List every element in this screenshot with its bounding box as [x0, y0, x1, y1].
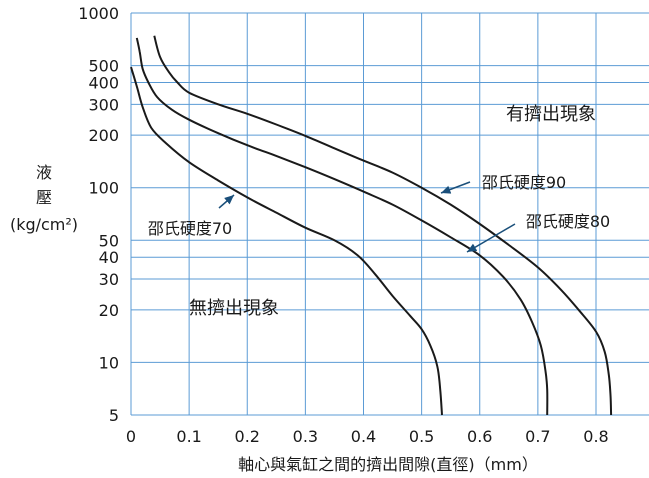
y-tick-label: 10	[99, 353, 119, 372]
x-tick-label: 0.2	[235, 427, 260, 446]
x-tick-label: 0.3	[293, 427, 318, 446]
x-tick-label: 0.4	[351, 427, 376, 446]
y-tick-label: 200	[88, 126, 119, 145]
annotation-arrow-shore70	[218, 194, 235, 209]
region-label-no-extrusion: 無擠出現象	[189, 298, 279, 319]
y-axis-label-line2: 壓	[36, 188, 52, 207]
gridlines	[130, 12, 649, 416]
series-curve-2	[153, 35, 613, 416]
x-tick-label: 0.5	[409, 427, 434, 446]
annotation-shore90: 邵氏硬度90	[482, 173, 566, 192]
y-tick-label: 1000	[78, 4, 119, 23]
y-tick-label: 5	[109, 406, 119, 425]
curves	[130, 35, 613, 416]
x-tick-label: 0.7	[525, 427, 550, 446]
y-tick-label: 40	[99, 248, 119, 267]
series-curve-0	[130, 66, 443, 416]
x-tick-label: 0.8	[583, 427, 608, 446]
y-tick-label: 400	[88, 74, 119, 93]
y-axis-label-line1: 液	[36, 163, 52, 182]
x-axis-ticks: 0 0.1 0.2 0.3 0.4 0.5 0.6 0.7 0.8	[126, 427, 609, 446]
annotation-arrow-shore90	[440, 181, 471, 194]
x-tick-label: 0.6	[467, 427, 492, 446]
y-tick-label: 20	[99, 301, 119, 320]
y-axis-unit: (kg/cm²)	[10, 215, 78, 234]
region-label-extrusion: 有擠出現象	[506, 104, 596, 125]
y-tick-label: 50	[99, 231, 119, 250]
y-tick-label: 300	[88, 95, 119, 114]
annotation-arrow-shore80	[466, 223, 516, 253]
y-tick-label: 30	[99, 270, 119, 289]
y-tick-label: 100	[88, 179, 119, 198]
annotation-shore70: 邵氏硬度70	[148, 219, 232, 238]
annotation-shore80: 邵氏硬度80	[526, 212, 610, 231]
x-axis-label: 軸心與氣缸之間的擠出間隙(直徑)（mm）	[238, 455, 538, 474]
x-tick-label: 0	[126, 427, 136, 446]
x-tick-label: 0.1	[176, 427, 201, 446]
series-curve-1	[135, 37, 549, 416]
y-tick-label: 500	[88, 57, 119, 76]
